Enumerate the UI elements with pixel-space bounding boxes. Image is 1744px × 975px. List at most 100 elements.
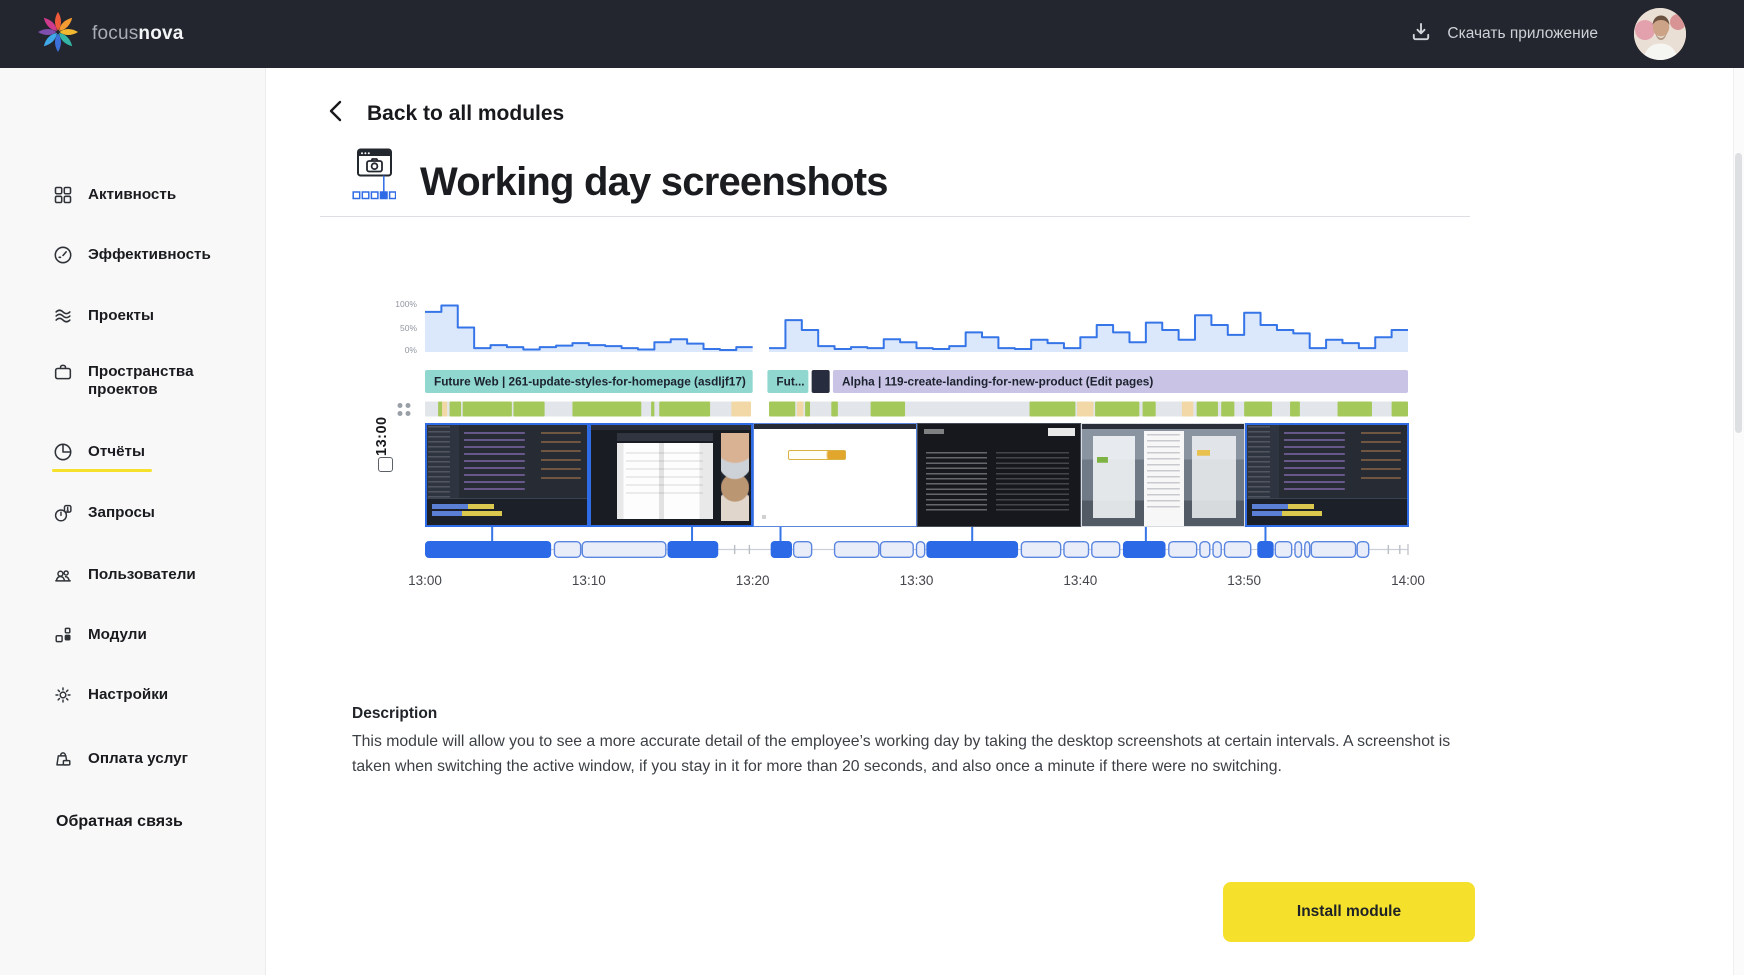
gauge-icon bbox=[52, 246, 74, 271]
time-label: 13:10 bbox=[572, 573, 606, 588]
chevron-left-icon bbox=[328, 100, 342, 127]
users-icon bbox=[52, 566, 74, 591]
brand-name: focusnova bbox=[92, 23, 184, 44]
timeline-segment-idle bbox=[1356, 541, 1370, 559]
focus-strip-segment bbox=[1221, 401, 1235, 417]
timeline-segment-idle bbox=[1199, 541, 1211, 559]
focus-strip-segment bbox=[438, 401, 443, 417]
timeline-segment-idle bbox=[581, 541, 667, 559]
screenshot-thumbnail bbox=[917, 423, 1081, 527]
timeline-segment-idle bbox=[1294, 541, 1303, 559]
timeline-segment-idle bbox=[1212, 541, 1222, 559]
modules-icon bbox=[52, 626, 74, 651]
focus-strip-segment bbox=[442, 401, 448, 417]
activity-line bbox=[769, 311, 1408, 351]
time-label: 13:00 bbox=[408, 573, 442, 588]
focus-strip-segment bbox=[805, 401, 811, 417]
timeline-segment-idle bbox=[792, 541, 813, 559]
sidebar: Активность Эффективность Проекты Простра… bbox=[0, 68, 266, 975]
timeline-segment-active bbox=[1257, 541, 1274, 558]
timeline-segment-active bbox=[425, 541, 552, 558]
timeline-segment-active bbox=[667, 541, 719, 558]
timeline-segment-idle bbox=[833, 541, 880, 559]
focus-strip-segment bbox=[1196, 401, 1218, 417]
time-label: 13:50 bbox=[1227, 573, 1261, 588]
focus-strip-segment bbox=[1290, 401, 1300, 417]
time-label: 13:40 bbox=[1063, 573, 1097, 588]
timeline-segment-idle bbox=[879, 541, 914, 559]
sidebar-item-label: Настройки bbox=[88, 686, 169, 703]
timeline-segment-active bbox=[1122, 541, 1166, 558]
dots-grid-icon bbox=[405, 403, 411, 408]
time-label: 13:30 bbox=[900, 573, 934, 588]
sidebar-item-label: Проекты bbox=[88, 307, 154, 324]
sidebar-item-efficiency[interactable]: Эффективность bbox=[52, 246, 211, 271]
divider bbox=[320, 216, 1470, 217]
layers-icon bbox=[52, 307, 74, 332]
task-bar bbox=[832, 370, 1408, 393]
sidebar-item-project-spaces[interactable]: Пространства проектов bbox=[52, 363, 218, 399]
scrollbar-track[interactable] bbox=[1733, 68, 1744, 975]
timeline-segment-idle bbox=[1310, 541, 1357, 559]
feedback-link[interactable]: Обратная связь bbox=[56, 813, 183, 830]
focus-strip-segment bbox=[1077, 401, 1094, 417]
brand-logo[interactable]: focusnova bbox=[36, 10, 184, 59]
task-bar bbox=[767, 370, 809, 393]
task-bar bbox=[811, 370, 830, 393]
dots-grid-icon bbox=[397, 403, 403, 408]
percent-label: 0% bbox=[405, 345, 418, 355]
percent-label: 100% bbox=[395, 299, 417, 309]
activity-line bbox=[425, 304, 753, 352]
sidebar-item-reports[interactable]: Отчёты bbox=[52, 443, 152, 472]
sidebar-item-requests[interactable]: Запросы bbox=[52, 504, 155, 529]
timeline-segment-idle bbox=[1304, 541, 1311, 559]
scrollbar-thumb[interactable] bbox=[1735, 153, 1742, 433]
focus-strip-segment bbox=[796, 401, 804, 417]
download-app-button[interactable]: Скачать приложение bbox=[1409, 20, 1598, 49]
task-label: Fut... bbox=[776, 375, 804, 389]
module-preview-image: 100% 50% 0% Future Web | 261-update-styles-… bbox=[395, 299, 1425, 588]
install-module-button[interactable]: Install module bbox=[1223, 882, 1475, 942]
focus-strip-segment bbox=[769, 401, 796, 417]
sidebar-item-users[interactable]: Пользователи bbox=[52, 566, 196, 591]
timeline-segment-active bbox=[926, 541, 1019, 558]
sidebar-item-activity[interactable]: Активность bbox=[52, 186, 176, 211]
timeline-segment-idle bbox=[1168, 541, 1198, 559]
focus-strip-segment bbox=[1142, 401, 1156, 417]
timeline-segment-idle bbox=[1063, 541, 1090, 559]
request-icon bbox=[52, 504, 74, 529]
sidebar-item-label: Активность bbox=[88, 186, 177, 203]
focus-strip-segment bbox=[513, 401, 545, 417]
percent-label: 50% bbox=[400, 323, 417, 333]
time-label: 14:00 bbox=[1391, 573, 1425, 588]
sidebar-item-modules[interactable]: Модули bbox=[52, 626, 147, 651]
top-bar: focusnova Скачать приложение bbox=[0, 0, 1744, 68]
focus-strip-segment bbox=[831, 401, 838, 417]
avatar[interactable] bbox=[1634, 8, 1686, 60]
pie-chart-icon bbox=[52, 443, 74, 468]
sidebar-item-payment[interactable]: Оплата услуг bbox=[52, 750, 188, 775]
sidebar-item-label: Оплата услуг bbox=[88, 750, 188, 767]
download-icon bbox=[1409, 20, 1433, 49]
description-heading: Description bbox=[352, 705, 438, 722]
task-label: Alpha | 119-create-landing-for-new-produ… bbox=[842, 375, 1153, 389]
sidebar-item-label: Эффективность bbox=[88, 246, 211, 263]
focus-strip-segment bbox=[572, 401, 642, 417]
back-label: Back to all modules bbox=[367, 101, 565, 125]
screenshot-thumbnail bbox=[753, 423, 917, 527]
screenshot-thumbnail bbox=[1081, 423, 1245, 527]
timeline-segment-active bbox=[770, 541, 792, 558]
timeline-segment-idle bbox=[553, 541, 582, 559]
focus-strip-segment bbox=[462, 401, 512, 417]
screenshots-module-icon bbox=[352, 148, 397, 205]
sidebar-item-settings[interactable]: Настройки bbox=[52, 686, 168, 711]
screenshot-thumbnail bbox=[589, 423, 753, 527]
timeline-segment-idle bbox=[915, 541, 926, 559]
focus-strip-segment bbox=[1244, 401, 1273, 417]
payment-icon bbox=[52, 750, 74, 775]
dots-grid-icon bbox=[405, 411, 411, 416]
sidebar-item-projects[interactable]: Проекты bbox=[52, 307, 154, 332]
back-to-modules-link[interactable]: Back to all modules bbox=[328, 100, 564, 127]
focusnova-star-icon bbox=[36, 10, 80, 59]
focus-strip-segment bbox=[731, 401, 752, 417]
